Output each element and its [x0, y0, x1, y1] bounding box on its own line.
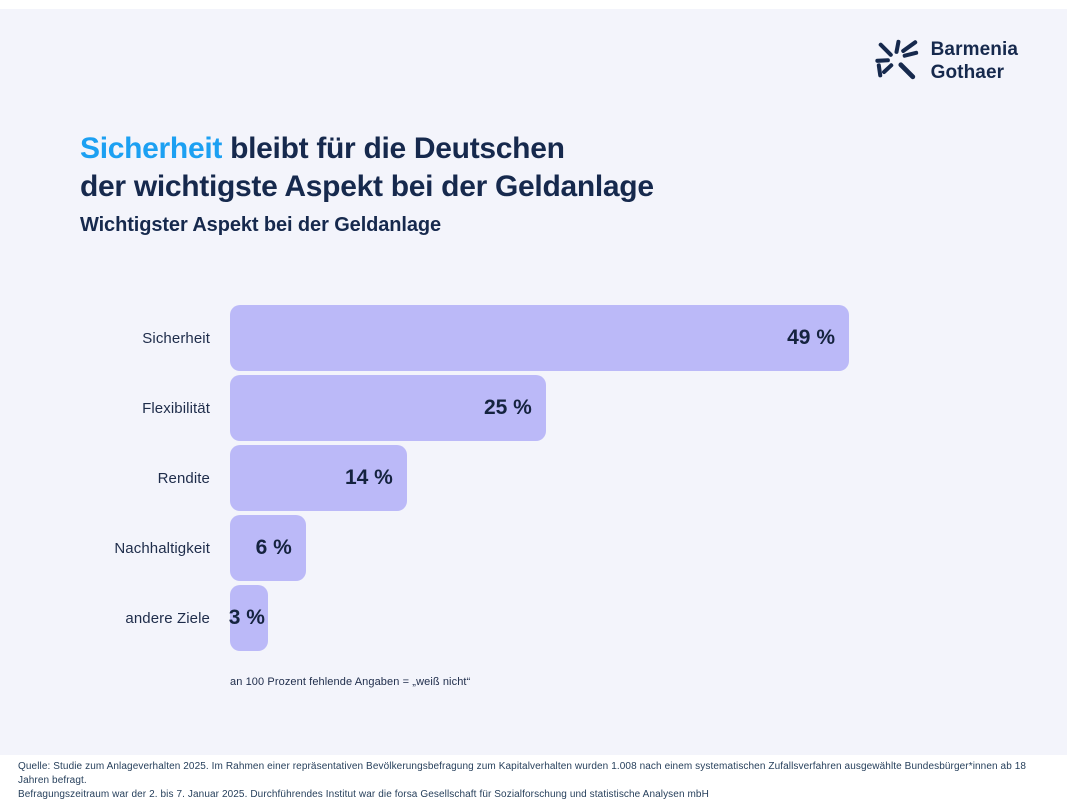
chart-row: Nachhaltigkeit 6 %: [0, 515, 860, 581]
page-title: Sicherheit bleibt für die Deutschen der w…: [80, 130, 654, 206]
source-line1: Quelle: Studie zum Anlageverhalten 2025.…: [18, 761, 1027, 786]
value-label: 49 %: [787, 326, 835, 349]
chart-row: Flexibilität 25 %: [0, 375, 860, 441]
category-label: Flexibilität: [142, 399, 210, 417]
category-label: Rendite: [157, 469, 210, 487]
chart-title: Wichtigster Aspekt bei der Geldanlage: [80, 213, 442, 236]
value-label: 14 %: [344, 466, 393, 489]
bar-track: 3 %: [228, 585, 849, 651]
brand-name-line1: Barmenia: [930, 39, 1018, 60]
bar-flexibilit-t: 25 %: [230, 375, 546, 441]
bar-andere-ziele: 3 %: [228, 585, 268, 651]
brand-name: Barmenia Gothaer: [931, 38, 1018, 84]
bar-track: 6 %: [230, 515, 849, 581]
category-label: Sicherheit: [142, 329, 210, 347]
chart-footnote: an 100 Prozent fehlende Angaben = „weiß …: [230, 676, 471, 688]
chart-row: Rendite 14 %: [0, 445, 860, 511]
title-line2: der wichtigste Aspekt bei der Geldanlage: [80, 170, 654, 204]
value-label: 3 %: [228, 606, 265, 629]
bar-track: 14 %: [230, 445, 849, 511]
infographic-card: Barmenia Gothaer Sicherheit bleibt für d…: [0, 9, 1067, 755]
spark-icon: [874, 38, 920, 84]
brand-logo: Barmenia Gothaer: [874, 38, 1018, 84]
source-note: Quelle: Studie zum Anlageverhalten 2025.…: [18, 760, 1048, 800]
title-highlight: Sicherheit: [80, 132, 223, 166]
bar-track: 25 %: [230, 375, 849, 441]
bar-sicherheit: 49 %: [230, 305, 849, 371]
chart-row: andere Ziele 3 %: [0, 585, 860, 651]
brand-name-line2: Gothaer: [930, 62, 1005, 83]
value-label: 6 %: [255, 536, 292, 559]
title-line1-rest: bleibt für die Deutschen: [222, 132, 565, 166]
chart-row: Sicherheit 49 %: [0, 305, 860, 371]
category-label: Nachhaltigkeit: [114, 539, 210, 557]
bar-rendite: 14 %: [230, 445, 407, 511]
bar-nachhaltigkeit: 6 %: [230, 515, 306, 581]
bar-track: 49 %: [230, 305, 849, 371]
value-label: 25 %: [483, 396, 532, 419]
category-label: andere Ziele: [125, 609, 210, 627]
bar-chart: Sicherheit 49 % Flexibilität 25 % Rendite 14 …: [0, 305, 860, 655]
source-line2: Befragungszeitraum war der 2. bis 7. Jan…: [18, 789, 709, 800]
